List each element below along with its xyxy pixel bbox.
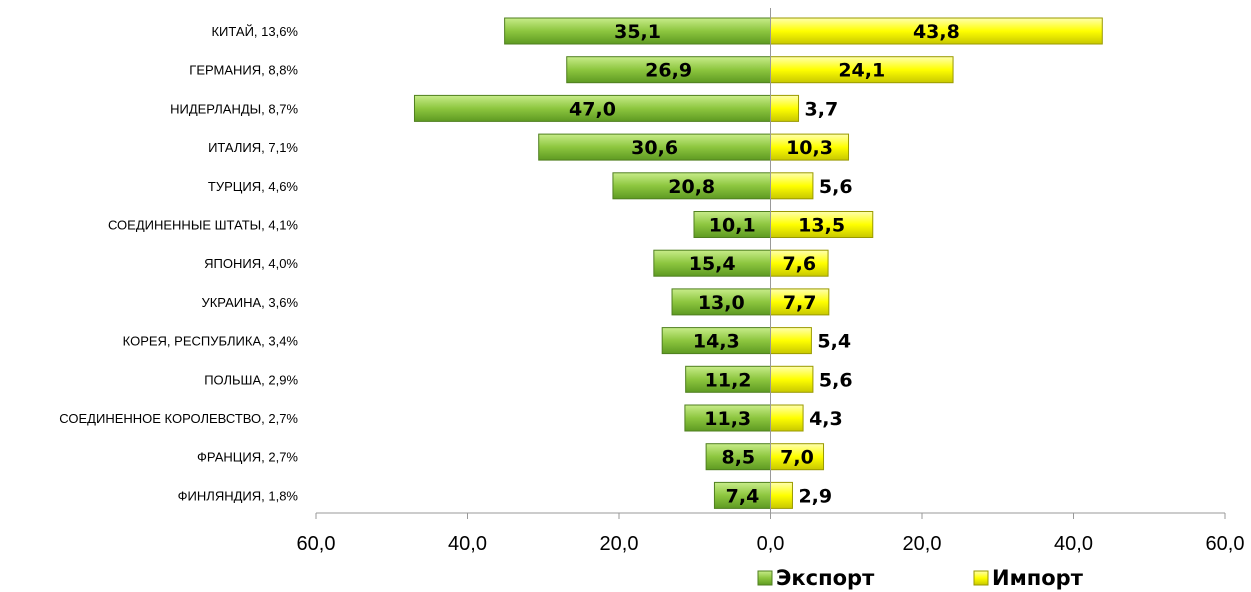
- bar-import: [770, 404, 804, 432]
- value-label-export: 11,2: [705, 369, 752, 391]
- x-tick-label: 20,0: [600, 533, 639, 555]
- x-tick-label: 20,0: [903, 533, 942, 555]
- legend-swatch: [973, 570, 989, 586]
- value-label-export: 10,1: [709, 215, 756, 237]
- category-label: ФИНЛЯНДИЯ, 1,8%: [178, 488, 299, 503]
- value-label-import: 7,6: [782, 253, 816, 275]
- category-label: ФРАНЦИЯ, 2,7%: [197, 450, 298, 465]
- legend-label: Импорт: [992, 566, 1084, 590]
- value-label-export: 7,4: [726, 485, 760, 507]
- bar-import: [770, 288, 830, 316]
- value-label-import: 3,7: [805, 98, 839, 120]
- bar-import: [770, 133, 850, 161]
- value-label-export: 15,4: [689, 253, 736, 275]
- bars: [413, 17, 1103, 509]
- category-label: СОЕДИНЕННЫЕ ШТАТЫ, 4,1%: [108, 218, 298, 233]
- x-tick-label: 0,0: [757, 533, 785, 555]
- x-tick-label: 60,0: [297, 533, 336, 555]
- category-label: ЯПОНИЯ, 4,0%: [204, 256, 298, 271]
- bar-export: [685, 365, 771, 393]
- bar-import: [770, 327, 812, 355]
- bar-export: [504, 17, 771, 45]
- value-label-export: 35,1: [614, 21, 661, 43]
- value-label-export: 26,9: [645, 60, 692, 82]
- bar-export: [566, 56, 771, 84]
- bar-export: [693, 211, 771, 238]
- value-label-export: 20,8: [668, 176, 715, 198]
- value-label-export: 14,3: [693, 331, 740, 353]
- value-label-import: 5,6: [819, 176, 853, 198]
- value-label-import: 13,5: [798, 215, 845, 237]
- category-label: ТУРЦИЯ, 4,6%: [208, 179, 299, 194]
- bar-export: [413, 94, 771, 122]
- legend: Экспорт Импорт: [757, 566, 1084, 590]
- category-label: УКРАИНА, 3,6%: [201, 295, 298, 310]
- bar-import: [770, 365, 814, 393]
- x-tick-label: 60,0: [1206, 533, 1245, 555]
- value-label-import: 5,6: [819, 369, 853, 391]
- category-label: КИТАЙ, 13,6%: [211, 24, 298, 39]
- x-tick-label: 40,0: [1054, 533, 1093, 555]
- category-label: ИТАЛИЯ, 7,1%: [208, 140, 298, 155]
- value-label-import: 5,4: [817, 331, 851, 353]
- category-labels: КИТАЙ, 13,6% ГЕРМАНИЯ, 8,8% НИДЕРЛАНДЫ, 8,…: [59, 24, 298, 503]
- bar-export: [538, 133, 772, 161]
- category-label: НИДЕРЛАНДЫ, 8,7%: [170, 101, 298, 116]
- x-axis: 60,0 40,0 20,0 0,0 20,0 40,0 60,0: [297, 8, 1245, 555]
- value-label-export: 8,5: [721, 447, 755, 469]
- bar-export: [612, 172, 771, 200]
- bar-import: [770, 211, 874, 238]
- category-label: ГЕРМАНИЯ, 8,8%: [189, 63, 298, 78]
- value-label-import: 4,3: [809, 408, 843, 430]
- bar-import: [770, 249, 829, 277]
- bar-import: [770, 443, 825, 471]
- category-label: КОРЕЯ, РЕСПУБЛИКА, 3,4%: [123, 334, 299, 349]
- bar-export: [705, 443, 771, 471]
- bar-import: [770, 172, 814, 200]
- bar-import: [770, 481, 793, 509]
- category-label: СОЕДИНЕННОЕ КОРОЛЕВСТВО, 2,7%: [59, 411, 298, 426]
- legend-swatch: [757, 570, 773, 586]
- bar-export: [713, 481, 772, 509]
- value-label-import: 24,1: [838, 60, 885, 82]
- value-label-export: 11,3: [704, 408, 751, 430]
- legend-label: Экспорт: [776, 566, 875, 590]
- value-label-export: 30,6: [631, 137, 678, 159]
- value-label-import: 7,7: [783, 292, 817, 314]
- x-tick-label: 40,0: [448, 533, 487, 555]
- value-label-export: 47,0: [569, 98, 616, 120]
- bar-import: [770, 17, 1103, 45]
- value-label-import: 2,9: [798, 485, 832, 507]
- value-label-import: 43,8: [913, 21, 960, 43]
- value-label-export: 13,0: [698, 292, 745, 314]
- value-labels: 35,1 43,8 26,9 24,1 47,0 3,7 30,6 10,3 20,8 5,6 10…: [569, 21, 960, 507]
- value-label-import: 10,3: [786, 137, 833, 159]
- value-label-import: 7,0: [780, 447, 814, 469]
- bar-export: [684, 404, 772, 432]
- bar-export: [671, 288, 772, 316]
- bar-import: [770, 56, 954, 84]
- bar-import: [770, 94, 800, 122]
- category-label: ПОЛЬША, 2,9%: [204, 372, 298, 387]
